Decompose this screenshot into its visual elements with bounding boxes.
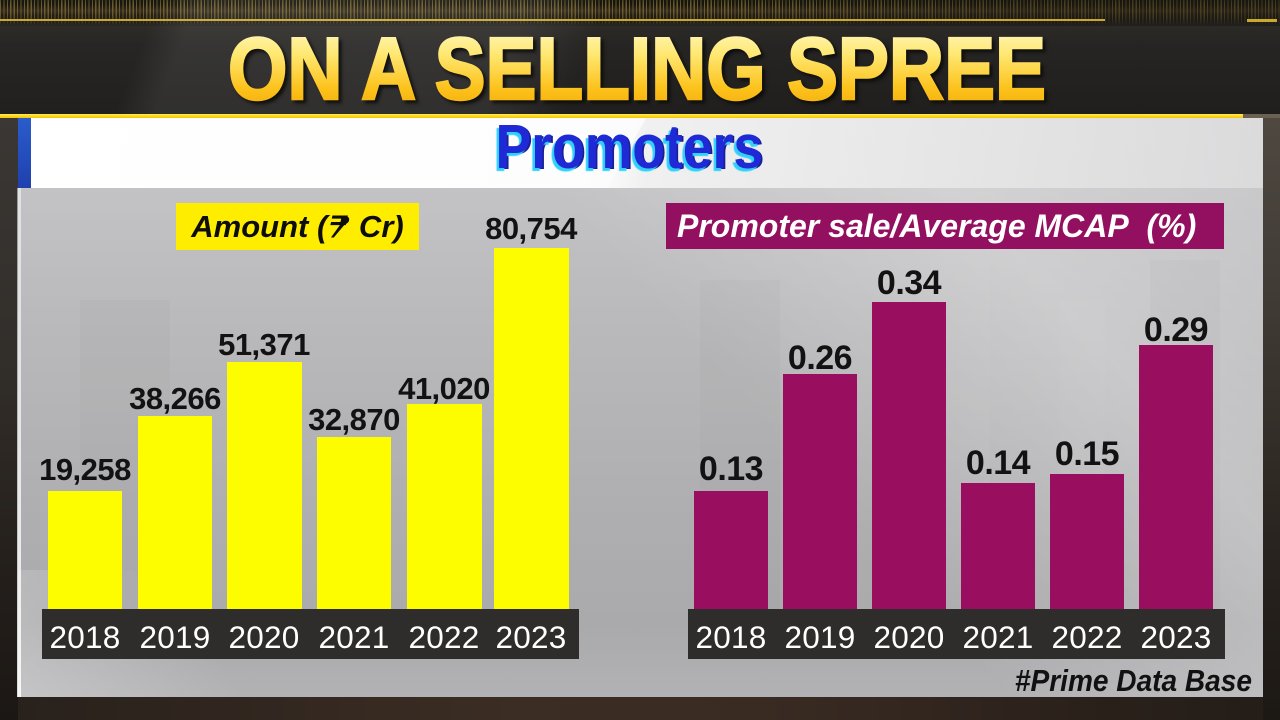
svg-text:ON A SELLING SPREE: ON A SELLING SPREE xyxy=(228,24,1046,116)
